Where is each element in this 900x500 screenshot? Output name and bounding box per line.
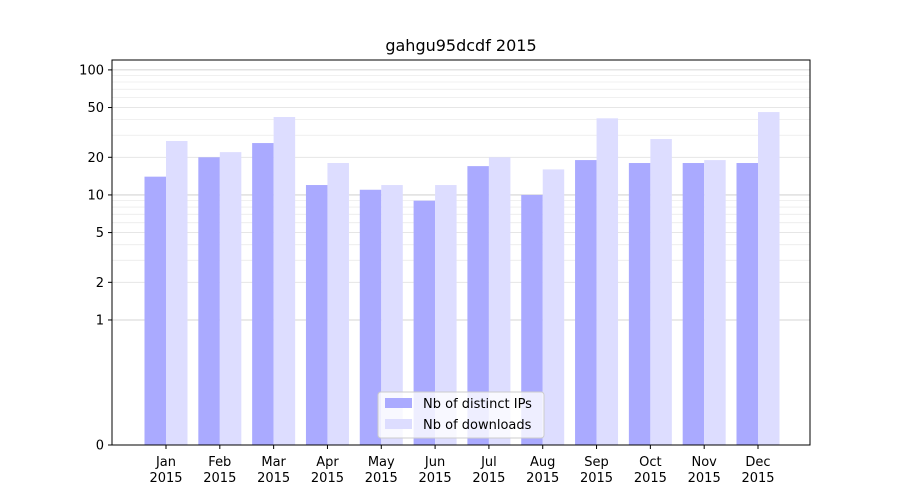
bar-distinct-ips-sep: [575, 160, 597, 445]
bar-downloads-nov: [704, 160, 726, 445]
bar-downloads-oct: [650, 139, 672, 445]
y-tick-label: 1: [96, 313, 104, 328]
y-axis-ticks: 0 1 2 5 10 20 50 100: [79, 63, 112, 454]
x-tick-label-year: 2015: [149, 471, 182, 486]
legend-swatch-distinct-ips: [385, 398, 412, 408]
x-tick-label-month: May: [368, 455, 395, 470]
bar-downloads-feb: [219, 152, 242, 445]
bars: [144, 112, 780, 445]
x-tick-label-year: 2015: [472, 471, 505, 486]
bar-downloads-jun: [435, 185, 457, 445]
bar-downloads-may: [381, 185, 403, 445]
x-tick-label-year: 2015: [419, 471, 452, 486]
chart-title: gahgu95dcdf 2015: [385, 36, 536, 55]
bar-downloads-aug: [542, 169, 565, 445]
bar-downloads-dec: [758, 112, 780, 445]
bar-distinct-ips-aug: [521, 194, 543, 445]
axes: [111, 59, 811, 446]
legend-box: [377, 391, 545, 439]
x-tick-label-year: 2015: [203, 471, 236, 486]
bar-distinct-ips-nov: [682, 163, 705, 445]
legend-swatch-downloads: [385, 419, 412, 429]
x-axis-ticks: Jan2015Feb2015Mar2015Apr2015May2015Jun20…: [149, 445, 775, 486]
bar-distinct-ips-may: [359, 189, 382, 445]
bar-downloads-apr: [327, 163, 349, 445]
bar-distinct-ips-dec: [736, 163, 758, 445]
x-tick-label-month: Nov: [691, 455, 717, 470]
y-tick-label: 5: [96, 226, 104, 241]
x-tick-label-month: Oct: [639, 455, 661, 470]
plot-frame: [111, 59, 811, 446]
y-tick-label: 10: [87, 188, 104, 203]
x-tick-label-month: Jun: [424, 455, 445, 470]
y-tick-label: 20: [87, 151, 104, 166]
x-tick-label-year: 2015: [741, 471, 774, 486]
bar-distinct-ips-mar: [252, 143, 274, 445]
x-tick-label-year: 2015: [311, 471, 344, 486]
bar-distinct-ips-apr: [305, 185, 328, 445]
bar-distinct-ips-jan: [144, 176, 166, 445]
y-tick-label: 50: [87, 101, 104, 116]
bar-downloads-sep: [596, 118, 619, 445]
legend: Nb of distinct IPs Nb of downloads: [377, 391, 545, 439]
x-tick-label-year: 2015: [580, 471, 613, 486]
x-tick-label-year: 2015: [526, 471, 559, 486]
x-tick-label-month: Dec: [745, 455, 770, 470]
x-tick-label-year: 2015: [365, 471, 398, 486]
bar-downloads-jul: [488, 157, 511, 445]
x-tick-label-month: Jul: [480, 455, 497, 470]
bar-distinct-ips-jul: [467, 166, 489, 445]
bar-distinct-ips-feb: [198, 157, 220, 445]
bar-distinct-ips-jun: [413, 200, 436, 445]
x-tick-label-month: Feb: [208, 455, 231, 470]
x-tick-label-month: Sep: [584, 455, 609, 470]
y-tick-label: 100: [79, 63, 104, 78]
x-tick-label-month: Aug: [530, 455, 555, 470]
x-tick-label-year: 2015: [634, 471, 667, 486]
x-tick-label-year: 2015: [257, 471, 290, 486]
x-tick-label-month: Mar: [261, 455, 286, 470]
y-tick-label: 0: [96, 439, 104, 454]
y-tick-label: 2: [96, 276, 104, 291]
x-tick-label-year: 2015: [688, 471, 721, 486]
legend-label-distinct-ips: Nb of distinct IPs: [423, 397, 532, 412]
bar-distinct-ips-oct: [628, 163, 651, 445]
legend-label-downloads: Nb of downloads: [423, 418, 532, 433]
x-tick-label-month: Apr: [316, 455, 339, 470]
x-tick-label-month: Jan: [155, 455, 176, 470]
bar-downloads-mar: [273, 117, 296, 445]
bar-downloads-jan: [166, 140, 188, 445]
